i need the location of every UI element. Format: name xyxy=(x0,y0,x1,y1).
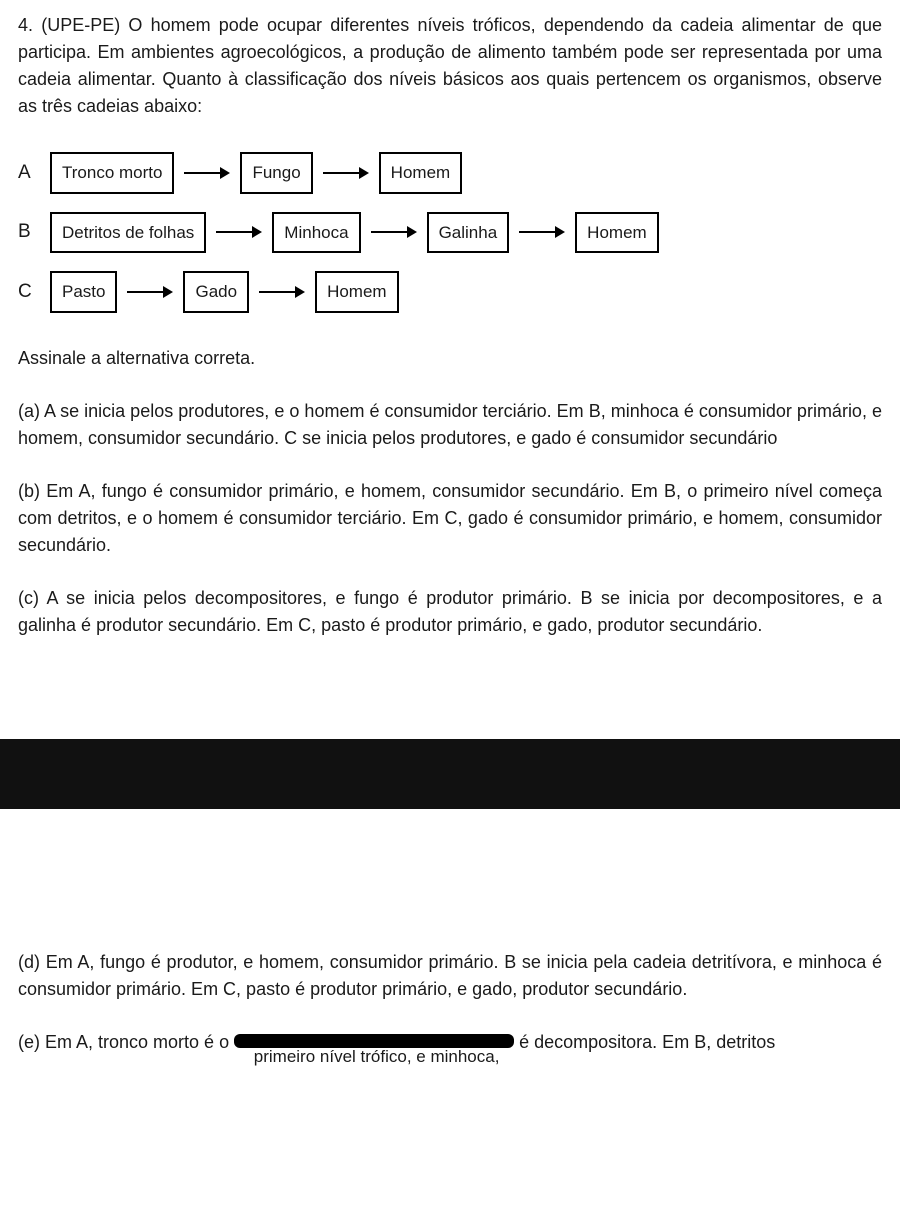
alternative-c: (c) A se inicia pelos decompositores, e … xyxy=(18,585,882,639)
instruction-text: Assinale a alternativa correta. xyxy=(18,345,882,372)
alternative-d: (d) Em A, fungo é produtor, e homem, con… xyxy=(18,949,882,1003)
question-body: O homem pode ocupar diferentes níveis tr… xyxy=(18,15,882,116)
page-divider-bar xyxy=(0,739,900,809)
chain-label: A xyxy=(18,159,40,188)
alt-e-prefix: (e) Em A, tronco morto é o xyxy=(18,1032,234,1052)
chain-node: Homem xyxy=(315,271,399,313)
chain-node: Minhoca xyxy=(272,212,360,254)
alt-e-suffix: é decompositora. Em B, detritos xyxy=(519,1032,775,1052)
chain-row: A Tronco morto Fungo Homem xyxy=(18,152,882,194)
question-text: 4. (UPE-PE) O homem pode ocupar diferent… xyxy=(18,12,882,120)
arrow-icon xyxy=(323,165,369,181)
alternative-b: (b) Em A, fungo é consumidor primário, e… xyxy=(18,478,882,559)
alt-e-partially-hidden: primeiro nível trófico, e minhoca, xyxy=(234,1044,519,1070)
question-number: 4. xyxy=(18,15,33,35)
chain-node: Pasto xyxy=(50,271,117,313)
food-chain-diagram: A Tronco morto Fungo Homem B Detritos de fo… xyxy=(18,152,882,313)
chain-row: B Detritos de folhas Minhoca Galinha Home… xyxy=(18,212,882,254)
arrow-icon xyxy=(259,284,305,300)
chain-node: Tronco morto xyxy=(50,152,174,194)
question-source: (UPE-PE) xyxy=(41,15,120,35)
chain-node: Gado xyxy=(183,271,249,313)
chain-node: Fungo xyxy=(240,152,312,194)
arrow-icon xyxy=(216,224,262,240)
chain-label: B xyxy=(18,218,40,247)
chain-node: Homem xyxy=(379,152,463,194)
arrow-icon xyxy=(127,284,173,300)
arrow-icon xyxy=(184,165,230,181)
chain-node: Homem xyxy=(575,212,659,254)
alternative-a: (a) A se inicia pelos produtores, e o ho… xyxy=(18,398,882,452)
chain-node: Detritos de folhas xyxy=(50,212,206,254)
chain-row: C Pasto Gado Homem xyxy=(18,271,882,313)
chain-label: C xyxy=(18,278,40,307)
arrow-icon xyxy=(519,224,565,240)
chain-node: Galinha xyxy=(427,212,510,254)
arrow-icon xyxy=(371,224,417,240)
alternative-e: (e) Em A, tronco morto é o primeiro níve… xyxy=(18,1029,882,1056)
